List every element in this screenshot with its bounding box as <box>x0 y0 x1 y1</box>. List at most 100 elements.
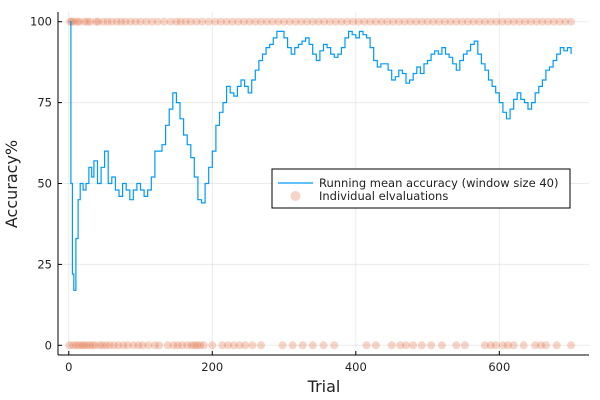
evaluation-point-incorrect <box>460 341 469 350</box>
evaluation-point-incorrect <box>65 341 74 350</box>
evaluation-point-incorrect <box>409 341 418 350</box>
evaluation-point-correct <box>117 17 126 26</box>
evaluation-point-correct <box>73 17 82 26</box>
evaluation-point-correct <box>435 17 444 26</box>
evaluation-point-incorrect <box>362 341 371 350</box>
evaluation-point-correct <box>429 17 438 26</box>
evaluation-point-incorrect <box>509 341 518 350</box>
evaluation-point-incorrect <box>437 341 446 350</box>
evaluation-point-incorrect <box>199 341 208 350</box>
evaluation-point-incorrect <box>208 341 217 350</box>
evaluation-point-correct <box>366 17 375 26</box>
evaluation-point-correct <box>526 17 535 26</box>
evaluation-point-correct <box>86 17 95 26</box>
evaluation-point-incorrect <box>531 341 540 350</box>
y-axis-label: Accuracy% <box>2 140 21 228</box>
evaluation-point-correct <box>521 17 530 26</box>
evaluation-point-incorrect <box>105 341 114 350</box>
grid-lines <box>58 12 589 355</box>
evaluation-point-incorrect <box>74 341 83 350</box>
evaluation-point-correct <box>325 17 334 26</box>
x-axis-label: Trial <box>307 377 341 396</box>
evaluation-point-incorrect <box>491 341 500 350</box>
evaluation-point-incorrect <box>402 341 411 350</box>
evaluation-point-correct <box>291 17 300 26</box>
evaluation-point-incorrect <box>102 341 111 350</box>
evaluation-point-incorrect <box>98 341 107 350</box>
evaluation-point-correct <box>400 17 409 26</box>
evaluation-point-incorrect <box>567 341 576 350</box>
running-mean-line <box>69 21 572 291</box>
evaluation-point-incorrect <box>69 341 78 350</box>
evaluation-point-correct <box>186 17 195 26</box>
evaluation-point-correct <box>492 17 501 26</box>
evaluation-point-correct <box>440 17 449 26</box>
evaluation-point-incorrect <box>190 341 199 350</box>
evaluation-point-correct <box>354 17 363 26</box>
x-tick-label: 600 <box>488 360 510 374</box>
evaluation-point-correct <box>136 17 145 26</box>
evaluation-point-correct <box>515 17 524 26</box>
evaluation-point-incorrect <box>387 341 396 350</box>
legend: Running mean accuracy (window size 40) I… <box>271 168 571 209</box>
evaluation-point-correct <box>274 17 283 26</box>
evaluation-point-incorrect <box>163 341 172 350</box>
evaluation-point-incorrect <box>308 341 317 350</box>
y-tick-label: 25 <box>37 257 52 271</box>
evaluation-point-correct <box>567 17 576 26</box>
evaluation-point-correct <box>337 17 346 26</box>
evaluation-point-correct <box>331 17 340 26</box>
evaluation-point-incorrect <box>330 341 339 350</box>
evaluation-point-correct <box>348 17 357 26</box>
evaluation-point-incorrect <box>85 341 94 350</box>
evaluation-point-correct <box>92 17 101 26</box>
evaluation-point-incorrect <box>519 341 528 350</box>
evaluation-point-correct <box>371 17 380 26</box>
evaluation-point-correct <box>94 17 103 26</box>
evaluation-point-correct <box>555 17 564 26</box>
evaluation-point-incorrect <box>480 341 489 350</box>
evaluation-point-correct <box>160 17 169 26</box>
evaluation-point-correct <box>498 17 507 26</box>
x-tick-label: 400 <box>345 360 367 374</box>
evaluation-point-incorrect <box>224 341 233 350</box>
evaluation-point-correct <box>198 17 207 26</box>
evaluation-point-incorrect <box>427 341 436 350</box>
evaluation-point-incorrect <box>229 341 238 350</box>
evaluation-point-incorrect <box>257 341 266 350</box>
legend-label-running-mean: Running mean accuracy (window size 40) <box>319 176 558 190</box>
evaluation-point-correct <box>80 17 89 26</box>
x-tick-label: 200 <box>201 360 223 374</box>
evaluation-point-correct <box>423 17 432 26</box>
evaluation-point-incorrect <box>123 341 132 350</box>
evaluation-point-incorrect <box>144 341 153 350</box>
evaluation-point-correct <box>176 17 185 26</box>
evaluation-point-correct <box>107 17 116 26</box>
evaluation-point-correct <box>412 17 421 26</box>
evaluation-point-correct <box>222 17 231 26</box>
evaluation-point-correct <box>285 17 294 26</box>
evaluation-point-incorrect <box>79 341 88 350</box>
evaluation-point-correct <box>148 17 157 26</box>
evaluation-point-correct <box>377 17 386 26</box>
evaluation-point-correct <box>257 17 266 26</box>
legend-label-individual-evaluations: Individual elvaluations <box>319 189 448 203</box>
evaluation-point-correct <box>486 17 495 26</box>
y-tick-label: 75 <box>37 96 52 110</box>
evaluation-point-correct <box>463 17 472 26</box>
evaluation-point-correct <box>112 17 121 26</box>
evaluation-point-incorrect <box>196 341 205 350</box>
evaluation-point-incorrect <box>155 341 164 350</box>
evaluation-point-correct <box>204 17 213 26</box>
evaluation-point-incorrect <box>187 341 196 350</box>
evaluation-point-incorrect <box>183 341 192 350</box>
evaluation-point-correct <box>211 17 220 26</box>
evaluation-point-correct <box>121 17 130 26</box>
y-tick-labels: 0 25 50 75 100 <box>30 15 62 352</box>
evaluation-point-incorrect <box>109 341 118 350</box>
evaluation-point-incorrect <box>241 341 250 350</box>
evaluation-point-correct <box>475 17 484 26</box>
evaluation-point-correct <box>544 17 553 26</box>
evaluation-point-correct <box>360 17 369 26</box>
